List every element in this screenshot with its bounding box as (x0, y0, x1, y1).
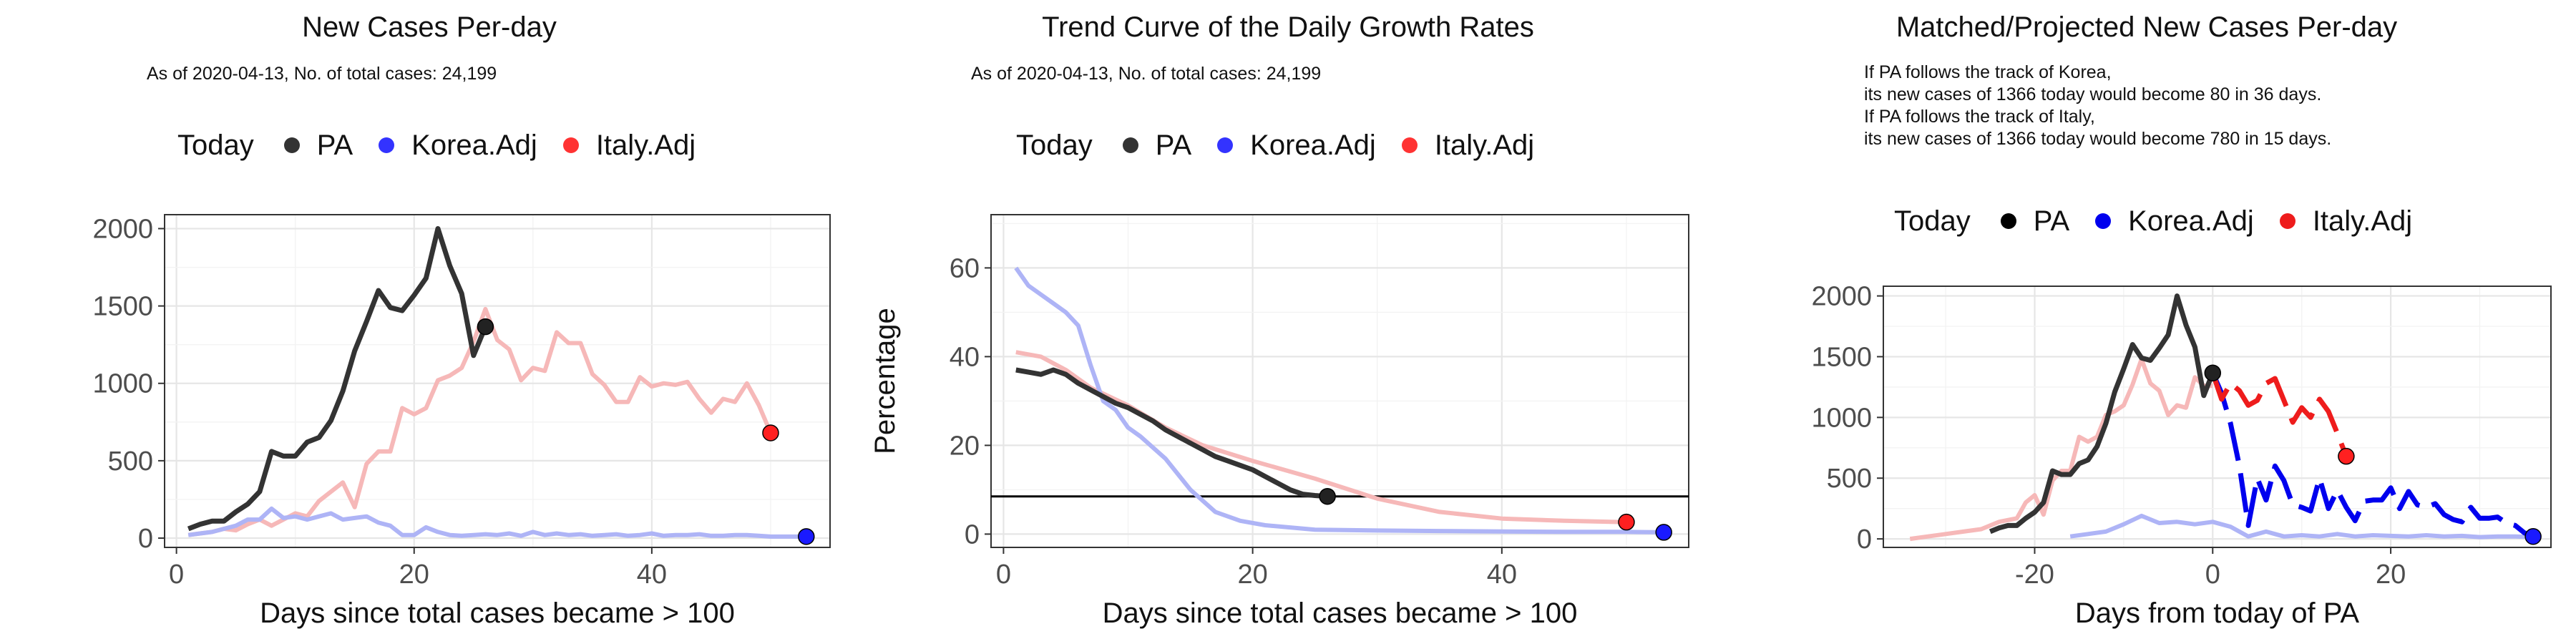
legend-title: Today (1016, 129, 1093, 161)
today-marker-pa (1319, 487, 1336, 505)
legend-swatch-pa (2000, 213, 2016, 229)
y-tick-label: 0 (138, 524, 153, 554)
chart-title: Matched/Projected New Cases Per-day (1896, 11, 2398, 43)
legend-swatch-korea (2095, 213, 2112, 229)
legend-label-italy: Italy.Adj (595, 129, 696, 161)
legend-label-pa: PA (1155, 129, 1192, 161)
x-tick-label: 40 (637, 560, 667, 590)
series-line-korea-adj-matched (2069, 513, 2534, 540)
series-line-italy-adj-matched (1909, 356, 2213, 542)
y-tick-label: 1000 (1811, 403, 1872, 433)
legend-swatch-pa (283, 137, 300, 153)
y-tick-label: 500 (108, 447, 153, 477)
panel-projected-cases: Matched/Projected New Cases Per-day If P… (1717, 0, 2576, 644)
legend: Today PA Korea.Adj Italy.Adj (1894, 205, 2412, 238)
legend-label-korea: Korea.Adj (411, 129, 537, 161)
y-tick-label: 500 (1827, 464, 1872, 494)
series-line-pa (1015, 367, 1328, 499)
legend-swatch-italy (2279, 213, 2296, 229)
today-marker-pa (477, 318, 494, 336)
legend-label-italy: Italy.Adj (2312, 205, 2413, 237)
x-tick-label: 0 (996, 560, 1011, 590)
y-tick-label: 1500 (1811, 342, 1872, 372)
today-marker-korea-adj (2524, 527, 2542, 545)
chart-subtitle: As of 2020-04-13, No. of total cases: 24… (971, 64, 1322, 84)
plot-border (164, 214, 831, 548)
chart-title: New Cases Per-day (302, 11, 557, 43)
y-tick-label: 0 (1857, 525, 1872, 555)
series-line-korea-adj-projected (2210, 371, 2534, 539)
series-line-korea-adj (1014, 266, 1664, 535)
today-marker-korea-adj (1655, 524, 1672, 541)
today-marker-pa (2204, 364, 2222, 381)
legend-swatch-korea (1217, 137, 1234, 153)
legend-label-italy: Italy.Adj (1434, 129, 1535, 161)
legend-swatch-pa (1122, 137, 1138, 153)
series-line-pa (187, 226, 488, 532)
x-tick-label: 20 (1237, 560, 1267, 590)
legend-title: Today (177, 129, 254, 161)
legend: Today PA Korea.Adj Italy.Adj (177, 129, 696, 162)
x-tick-label: 40 (1487, 560, 1517, 590)
x-tick-label: 0 (169, 560, 184, 590)
series-line-italy-adj (1015, 350, 1626, 525)
legend-label-pa: PA (2033, 205, 2070, 237)
chart-annotation: If PA follows the track of Korea, its ne… (1864, 62, 2332, 149)
x-tick-label: 0 (2205, 560, 2220, 590)
y-axis-label: Percentage (869, 308, 901, 454)
y-tick-label: 40 (950, 342, 980, 372)
x-tick-label: -20 (2015, 560, 2054, 590)
x-axis-label: Days since total cases became > 100 (1103, 597, 1578, 629)
today-marker-italy-adj (762, 424, 779, 441)
today-marker-korea-adj (798, 528, 815, 545)
legend-swatch-korea (379, 137, 395, 153)
y-tick-label: 2000 (1811, 282, 1872, 312)
y-tick-label: 2000 (92, 214, 153, 244)
panel-growth-rates: Trend Curve of the Daily Growth Rates As… (859, 0, 1717, 644)
y-tick-label: 20 (950, 431, 980, 461)
today-marker-italy-adj (2338, 447, 2355, 465)
series-line-pa (1989, 293, 2215, 535)
series-line-italy-adj-projected (2210, 372, 2349, 457)
panel-new-cases: New Cases Per-day As of 2020-04-13, No. … (0, 0, 859, 644)
legend: Today PA Korea.Adj Italy.Adj (1016, 129, 1534, 162)
y-tick-label: 0 (965, 519, 980, 550)
chart-title: Trend Curve of the Daily Growth Rates (1042, 11, 1534, 43)
legend-label-korea: Korea.Adj (2128, 205, 2254, 237)
today-marker-italy-adj (1618, 513, 1635, 531)
legend-swatch-italy (1401, 137, 1418, 153)
legend-title: Today (1894, 205, 1971, 237)
legend-swatch-italy (562, 137, 579, 153)
x-axis-label: Days from today of PA (2075, 597, 2360, 629)
x-tick-label: 20 (2376, 560, 2406, 590)
chart-area: 0 20 40 0 20 40 60 Days since total cases becam… (869, 214, 1689, 629)
x-axis-label: Days since total cases became > 100 (260, 597, 735, 629)
chart-area: -20 0 20 0 500 1000 1500 2000 Days from today of… (1811, 282, 2552, 629)
legend-label-korea: Korea.Adj (1250, 129, 1376, 161)
legend-label-pa: PA (316, 129, 353, 161)
y-tick-label: 1500 (92, 292, 153, 322)
y-tick-label: 1000 (92, 369, 153, 399)
x-tick-label: 20 (399, 560, 429, 590)
chart-area: 0 20 40 0 500 1000 1500 2000 Days since total ca… (92, 214, 831, 629)
plot-border (990, 214, 1689, 548)
series-line-korea-adj (187, 506, 806, 539)
y-tick-label: 60 (950, 253, 980, 283)
chart-subtitle: As of 2020-04-13, No. of total cases: 24… (147, 64, 497, 84)
